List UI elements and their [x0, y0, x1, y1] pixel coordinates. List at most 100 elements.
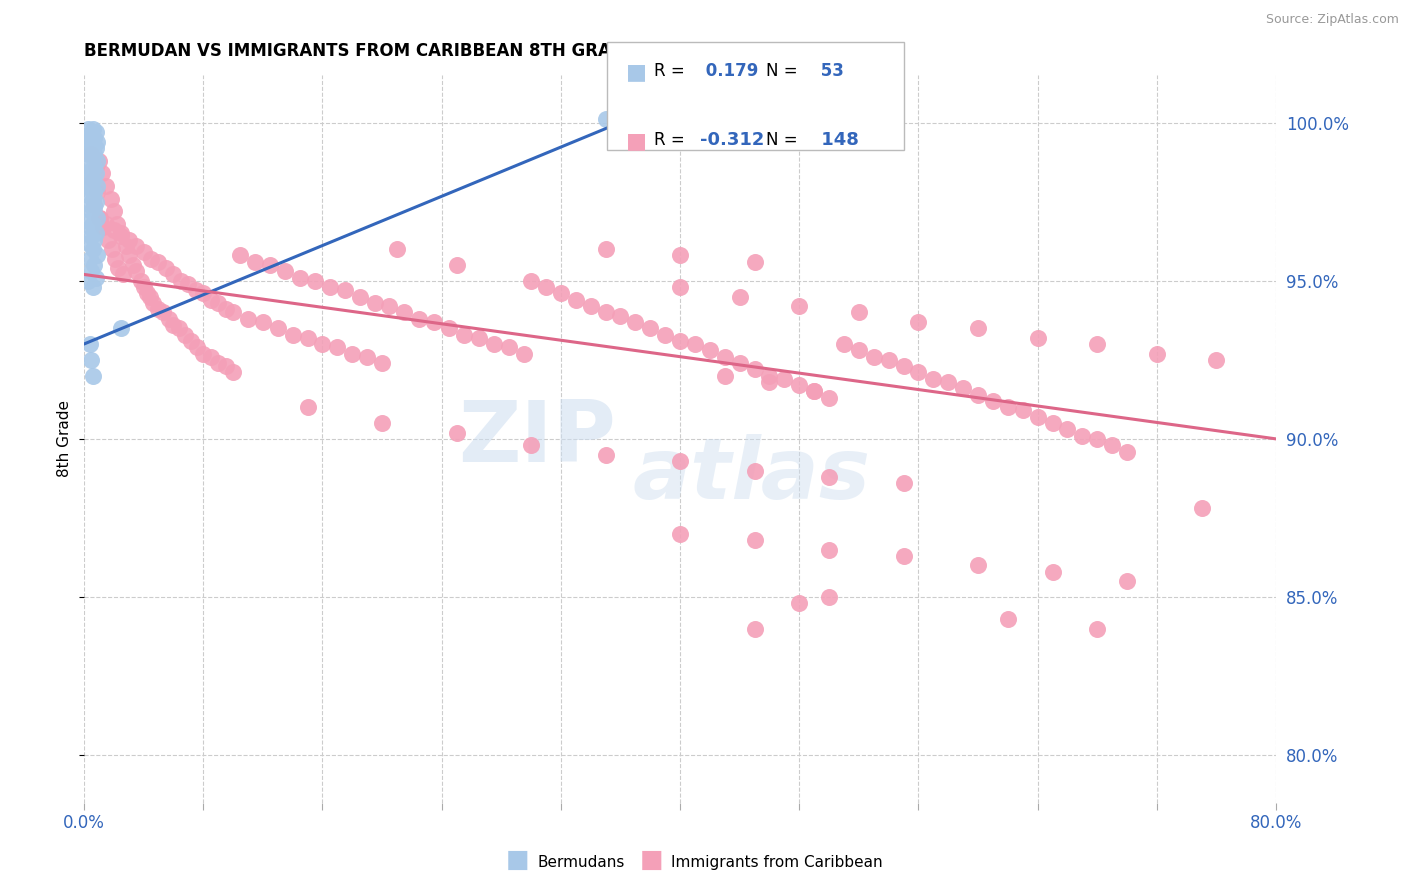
- Point: [1085, 337, 1108, 351]
- Point: [82, 122, 104, 136]
- Point: [87, 153, 110, 168]
- Point: [139, 252, 162, 266]
- Point: [609, 309, 631, 323]
- Point: [349, 289, 371, 303]
- Point: [236, 311, 259, 326]
- Point: [200, 293, 222, 307]
- Point: [83, 198, 105, 212]
- Point: [907, 366, 929, 380]
- Point: [713, 368, 735, 383]
- Point: [1026, 331, 1049, 345]
- Y-axis label: 8th Grade: 8th Grade: [58, 401, 72, 477]
- Point: [378, 299, 401, 313]
- Point: [80, 229, 103, 244]
- Point: [787, 378, 810, 392]
- Point: [818, 590, 841, 604]
- Point: [967, 387, 990, 401]
- Point: [699, 343, 721, 358]
- Point: [83, 233, 105, 247]
- Point: [84, 270, 107, 285]
- Point: [83, 147, 105, 161]
- Point: [157, 311, 180, 326]
- Point: [669, 526, 692, 541]
- Text: Source: ZipAtlas.com: Source: ZipAtlas.com: [1265, 13, 1399, 27]
- Point: [997, 612, 1019, 626]
- Point: [77, 147, 100, 161]
- Text: atlas: atlas: [633, 434, 870, 516]
- Point: [893, 359, 915, 373]
- Point: [83, 185, 105, 199]
- Point: [848, 343, 870, 358]
- Point: [148, 302, 170, 317]
- Text: Immigrants from Caribbean: Immigrants from Caribbean: [671, 855, 883, 870]
- Point: [638, 321, 661, 335]
- Point: [468, 331, 491, 345]
- Point: [297, 401, 319, 415]
- Point: [82, 137, 104, 152]
- Point: [728, 289, 751, 303]
- Point: [385, 242, 408, 256]
- Point: [281, 327, 304, 342]
- Point: [1085, 432, 1108, 446]
- Point: [80, 352, 103, 367]
- Point: [624, 315, 647, 329]
- Point: [79, 176, 101, 190]
- Point: [832, 337, 855, 351]
- Point: [79, 198, 101, 212]
- Point: [105, 217, 128, 231]
- Point: [981, 393, 1004, 408]
- Point: [170, 274, 193, 288]
- Point: [82, 172, 104, 186]
- Point: [125, 264, 148, 278]
- Point: [787, 596, 810, 610]
- Point: [595, 305, 617, 319]
- Point: [744, 254, 766, 268]
- Point: [135, 286, 157, 301]
- Point: [758, 375, 780, 389]
- Point: [90, 166, 112, 180]
- Text: ■: ■: [626, 62, 647, 82]
- Point: [80, 163, 103, 178]
- Point: [89, 211, 111, 225]
- Point: [669, 454, 692, 468]
- Point: [77, 131, 100, 145]
- Point: [111, 268, 134, 282]
- Point: [423, 315, 446, 329]
- Point: [122, 258, 145, 272]
- Point: [893, 476, 915, 491]
- Point: [1042, 416, 1064, 430]
- Text: ■: ■: [640, 848, 664, 872]
- Point: [520, 274, 543, 288]
- Point: [758, 368, 780, 383]
- Point: [118, 233, 141, 247]
- Point: [83, 258, 105, 272]
- Point: [77, 235, 100, 250]
- Point: [207, 296, 229, 310]
- Point: [326, 340, 349, 354]
- Text: Bermudans: Bermudans: [537, 855, 624, 870]
- Text: BERMUDAN VS IMMIGRANTS FROM CARIBBEAN 8TH GRADE CORRELATION CHART: BERMUDAN VS IMMIGRANTS FROM CARIBBEAN 8T…: [84, 42, 841, 60]
- Point: [512, 346, 534, 360]
- Point: [1026, 409, 1049, 424]
- Point: [79, 252, 101, 266]
- Point: [80, 147, 103, 161]
- Point: [333, 283, 356, 297]
- Point: [193, 286, 215, 301]
- Point: [84, 141, 107, 155]
- Point: [877, 352, 900, 367]
- Point: [82, 192, 104, 206]
- Point: [1056, 422, 1078, 436]
- Point: [125, 239, 148, 253]
- Point: [79, 219, 101, 234]
- Point: [82, 368, 104, 383]
- Point: [744, 622, 766, 636]
- Point: [184, 283, 207, 297]
- Point: [79, 157, 101, 171]
- Point: [669, 280, 692, 294]
- Text: R =: R =: [654, 131, 690, 149]
- Point: [79, 137, 101, 152]
- Point: [97, 233, 120, 247]
- Point: [342, 346, 364, 360]
- Point: [79, 128, 101, 143]
- Point: [86, 153, 108, 168]
